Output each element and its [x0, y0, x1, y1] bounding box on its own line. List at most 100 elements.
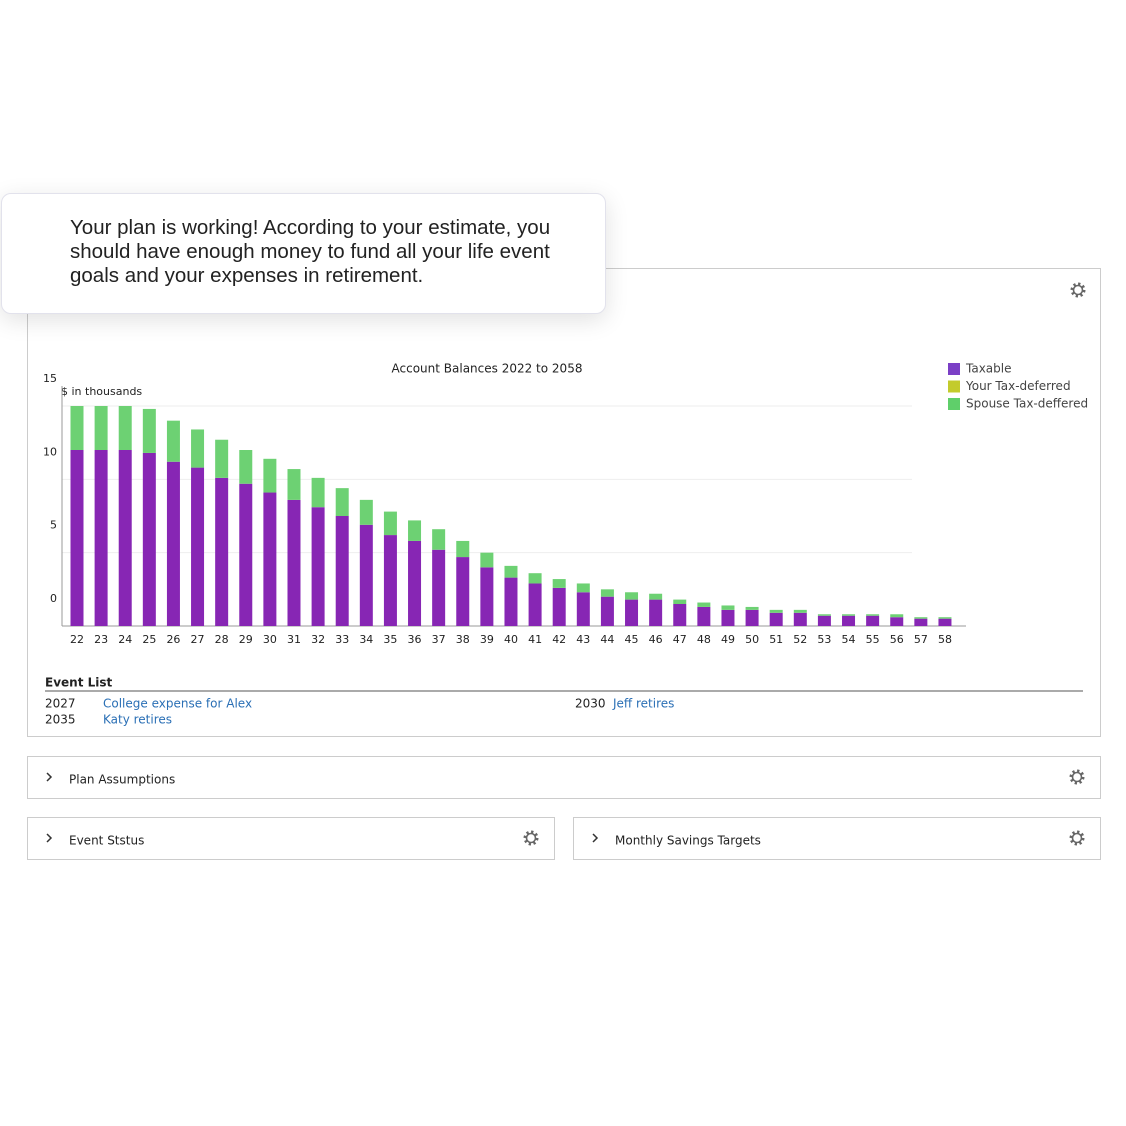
x-tick-label: 42 — [552, 633, 566, 646]
bar-segment — [552, 587, 566, 626]
settings-icon[interactable] — [1070, 282, 1086, 298]
bar-segment — [625, 592, 639, 600]
bar-segment — [335, 488, 349, 516]
x-tick-label: 41 — [528, 633, 542, 646]
bar-segment — [480, 552, 494, 568]
event-year: 2027 — [45, 697, 76, 711]
bar-segment — [432, 549, 446, 626]
bar-segment — [938, 618, 952, 626]
panel-title[interactable]: Monthly Savings Targets — [615, 834, 761, 848]
x-tick-label: 31 — [287, 633, 301, 646]
y-axis-label: $ in thousands — [61, 385, 142, 398]
bar-segment — [166, 420, 180, 462]
x-tick-label: 40 — [504, 633, 518, 646]
x-tick-label: 49 — [721, 633, 735, 646]
bar-segment — [311, 477, 325, 508]
bar-segment — [745, 606, 759, 610]
x-tick-label: 27 — [191, 633, 205, 646]
bar-segment — [215, 439, 229, 478]
bar-segment — [456, 540, 470, 558]
bar-segment — [649, 599, 663, 626]
y-tick-label: 5 — [50, 519, 57, 532]
gear-teeth — [1069, 769, 1085, 785]
bar-segment — [239, 483, 253, 626]
bar-segment — [576, 592, 590, 626]
bar-segment — [504, 565, 518, 578]
legend-swatch — [948, 380, 960, 393]
x-tick-label: 30 — [263, 633, 277, 646]
x-tick-label: 38 — [456, 633, 470, 646]
chevron — [46, 833, 53, 843]
x-tick-label: 35 — [383, 633, 397, 646]
x-tick-label: 55 — [866, 633, 880, 646]
settings-icon[interactable] — [523, 830, 539, 846]
y-tick-label: 10 — [43, 445, 57, 458]
bar-segment — [118, 406, 132, 450]
panel[interactable] — [27, 817, 555, 860]
x-tick-label: 23 — [94, 633, 108, 646]
x-tick-label: 26 — [166, 633, 180, 646]
gear-teeth — [1070, 282, 1086, 298]
bar-segment — [842, 614, 856, 616]
bar-segment — [70, 450, 84, 626]
bar-segment — [528, 583, 542, 626]
bar-segment — [359, 524, 373, 626]
bar-segment — [769, 612, 783, 626]
bar-segment — [383, 511, 397, 536]
x-tick-label: 58 — [938, 633, 952, 646]
x-tick-label: 53 — [817, 633, 831, 646]
panel-title[interactable]: Plan Assumptions — [69, 773, 175, 787]
x-tick-label: 45 — [625, 633, 639, 646]
bar-segment — [287, 469, 301, 500]
x-tick-label: 22 — [70, 633, 84, 646]
settings-icon[interactable] — [1069, 830, 1085, 846]
bar-segment — [359, 499, 373, 525]
settings-icon[interactable] — [1069, 769, 1085, 785]
bar-segment — [673, 599, 687, 604]
bar-segment — [94, 450, 108, 626]
bar-segment — [817, 615, 831, 626]
bar-segment — [263, 458, 277, 493]
bar-segment — [866, 615, 880, 626]
x-tick-label: 54 — [842, 633, 856, 646]
x-tick-label: 50 — [745, 633, 759, 646]
panel[interactable] — [27, 756, 1101, 799]
x-tick-label: 57 — [914, 633, 928, 646]
x-tick-label: 25 — [142, 633, 156, 646]
event-link[interactable]: College expense for Alex — [103, 697, 252, 711]
x-tick-label: 56 — [890, 633, 904, 646]
bar-segment — [649, 593, 663, 600]
x-tick-label: 33 — [335, 633, 349, 646]
banner: Your plan is working! According to your … — [1, 193, 606, 314]
panel-title[interactable]: Event Ststus — [69, 834, 144, 848]
event-link[interactable]: Jeff retires — [612, 697, 674, 711]
y-tick-label: 15 — [43, 372, 57, 385]
chevron — [46, 772, 53, 782]
bar-segment — [745, 609, 759, 626]
bar-segment — [70, 406, 84, 450]
x-tick-label: 47 — [673, 633, 687, 646]
bar-segment — [552, 579, 566, 588]
panel[interactable] — [573, 817, 1101, 860]
bar-segment — [215, 477, 229, 626]
x-tick-label: 39 — [480, 633, 494, 646]
bar-segment — [890, 614, 904, 618]
bar-segment — [914, 618, 928, 626]
bar-segment — [938, 617, 952, 619]
gear-teeth — [1069, 830, 1085, 846]
x-tick-label: 34 — [359, 633, 373, 646]
bar-segment — [191, 429, 205, 468]
banner-message: Your plan is working! According to your … — [70, 216, 551, 287]
bar-segment — [817, 614, 831, 616]
bar-segment — [263, 492, 277, 626]
bar-segment — [890, 617, 904, 626]
bar-segment — [287, 499, 301, 626]
bar-segment — [600, 589, 614, 597]
bar-segment — [335, 516, 349, 626]
gear-teeth — [523, 830, 539, 846]
event-link[interactable]: Katy retires — [103, 713, 172, 727]
legend-swatch — [948, 363, 960, 375]
bar-segment — [408, 520, 422, 541]
bar-segment — [769, 609, 783, 613]
gear-body — [1072, 284, 1084, 296]
